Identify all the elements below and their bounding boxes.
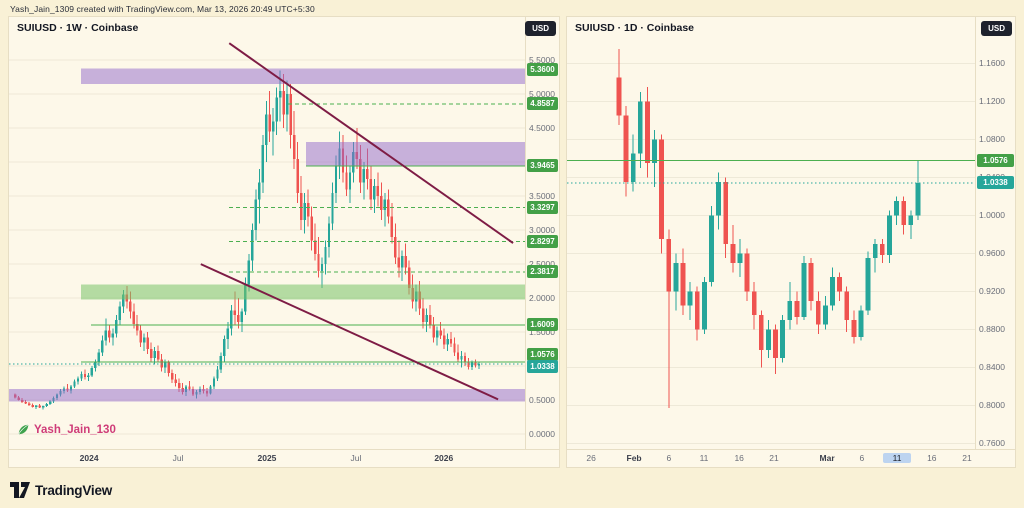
- weekly-chart-title: SUIUSD · 1W · Coinbase: [17, 22, 139, 34]
- daily-price-axis[interactable]: 1.16001.12001.08001.04001.00000.96000.92…: [975, 17, 1015, 449]
- watermark: Yash_Jain_130: [17, 423, 116, 436]
- level-price-label: 5.3600: [527, 62, 558, 76]
- x-axis-label: 21: [962, 453, 972, 463]
- daily-time-axis[interactable]: 26 Feb 6 11 16 21 Mar 6 11 16 21: [567, 449, 1015, 469]
- level-price-label: 2.8297: [527, 234, 558, 248]
- y-axis-tick: 2.5000: [529, 259, 555, 270]
- weekly-time-axis[interactable]: 2024 Jul 2025 Jul 2026: [9, 449, 559, 469]
- level-price-label: 1.0576: [977, 153, 1014, 167]
- current-price-label: 1.0338: [527, 359, 558, 373]
- tradingview-footer: TradingView: [10, 482, 112, 498]
- level-price-label: 3.3297: [527, 200, 558, 214]
- x-axis-label: 2026: [434, 453, 454, 463]
- y-axis-tick: 0.9600: [979, 248, 1005, 259]
- y-axis-tick: 1.1600: [979, 58, 1005, 69]
- x-axis-label: 6: [859, 453, 865, 463]
- x-axis-label: 16: [734, 453, 744, 463]
- attribution-text: Yash_Jain_1309 created with TradingView.…: [10, 4, 315, 14]
- x-axis-label: Mar: [819, 453, 835, 463]
- y-axis-tick: 1.1200: [979, 96, 1005, 107]
- weekly-chart-panel: SUIUSD · 1W · Coinbase USD 5.5000 5.0000 4…: [8, 16, 560, 468]
- y-axis-tick: 5.5000: [529, 55, 555, 66]
- y-axis-tick: 0.9200: [979, 286, 1005, 297]
- weekly-chart-plot[interactable]: [9, 31, 526, 449]
- daily-currency-badge[interactable]: USD: [981, 21, 1012, 36]
- x-axis-label: Jul: [350, 453, 362, 463]
- leaf-icon: [18, 424, 29, 435]
- y-axis-tick: 0.8000: [979, 400, 1005, 411]
- current-price-label: 1.0338: [977, 176, 1014, 190]
- weekly-currency-badge[interactable]: USD: [525, 21, 556, 36]
- y-axis-tick: 0.8400: [979, 362, 1005, 373]
- y-axis-tick: 0.5000: [529, 395, 555, 406]
- x-axis-label: 16: [927, 453, 937, 463]
- x-axis-label: 2024: [79, 453, 99, 463]
- tradingview-logo-icon[interactable]: [10, 482, 30, 498]
- level-price-label: 2.3817: [527, 265, 558, 279]
- level-price-label: 4.8587: [527, 96, 558, 110]
- y-axis-tick: 3.0000: [529, 225, 555, 236]
- daily-chart-plot[interactable]: [567, 31, 976, 449]
- y-axis-tick: 0.8800: [979, 324, 1005, 335]
- x-axis-label: 11: [699, 453, 709, 463]
- x-axis-label: 21: [769, 453, 779, 463]
- daily-chart-panel: SUIUSD · 1D · Coinbase USD 1.1600 1.1200 1…: [566, 16, 1016, 468]
- y-axis-tick: 4.5000: [529, 123, 555, 134]
- level-price-label: 3.9465: [527, 158, 558, 172]
- x-axis-label: 2025: [257, 453, 277, 463]
- level-price-label: 1.0576: [527, 348, 558, 362]
- watermark-username: Yash_Jain_130: [34, 423, 116, 436]
- tradingview-logo-text[interactable]: TradingView: [35, 482, 113, 498]
- level-price-label: 1.6009: [527, 318, 558, 332]
- weekly-price-axis[interactable]: 5.50005.00004.50004.00003.50003.00002.50…: [525, 17, 559, 449]
- y-axis-tick: 3.5000: [529, 191, 555, 202]
- y-axis-tick: 0.0000: [529, 429, 555, 440]
- y-axis-tick: 1.0000: [979, 210, 1005, 221]
- y-axis-tick: 0.7600: [979, 438, 1005, 449]
- x-axis-label: 6: [666, 453, 672, 463]
- x-axis-label: Feb: [626, 453, 642, 463]
- y-axis-tick: 1.0800: [979, 134, 1005, 145]
- y-axis-tick: 1.5000: [529, 327, 555, 338]
- daily-chart-title: SUIUSD · 1D · Coinbase: [575, 22, 695, 34]
- y-axis-tick: 5.0000: [529, 89, 555, 100]
- x-axis-label: 26: [586, 453, 596, 463]
- x-axis-label: 11: [883, 453, 912, 463]
- x-axis-label: Jul: [172, 453, 184, 463]
- y-axis-tick: 2.0000: [529, 293, 555, 304]
